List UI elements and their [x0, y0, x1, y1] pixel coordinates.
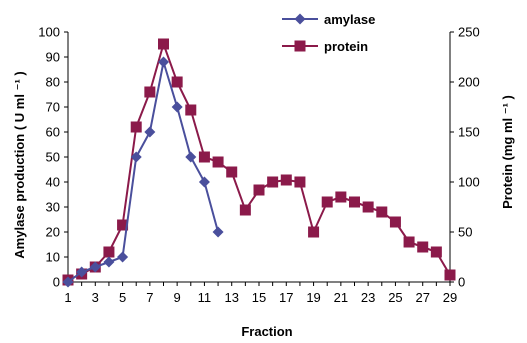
y-left-tick-label: 90 — [46, 50, 60, 65]
legend-marker-protein — [294, 40, 306, 52]
x-tick-label: 15 — [252, 290, 266, 305]
data-point-amylase — [89, 261, 101, 273]
y-left-tick-label: 80 — [46, 75, 60, 90]
data-point-protein — [239, 204, 251, 216]
x-tick-label: 25 — [388, 290, 402, 305]
data-point-amylase — [198, 176, 210, 188]
data-point-protein — [376, 206, 388, 218]
x-tick-label: 17 — [279, 290, 293, 305]
data-point-amylase — [212, 226, 224, 238]
y-left-tick-label: 40 — [46, 175, 60, 190]
legend-label-protein: protein — [324, 39, 368, 54]
x-tick-label: 19 — [306, 290, 320, 305]
series-line-protein — [67, 40, 451, 281]
y-right-tick-label: 250 — [458, 25, 480, 40]
data-point-protein — [253, 184, 265, 196]
data-point-protein — [198, 151, 210, 163]
y-left-tick-label: 10 — [46, 250, 60, 265]
data-point-protein — [144, 86, 156, 98]
data-point-protein — [403, 236, 415, 248]
y-left-tick-label: 100 — [38, 25, 60, 40]
x-tick-label: 9 — [174, 290, 181, 305]
x-tick-label: 27 — [415, 290, 429, 305]
data-point-protein — [417, 241, 429, 253]
data-point-amylase — [117, 251, 129, 263]
data-point-protein — [158, 38, 169, 50]
data-point-amylase — [144, 126, 156, 138]
y-left-tick-label: 20 — [46, 225, 60, 240]
data-point-protein — [185, 104, 197, 116]
data-point-protein — [430, 246, 442, 258]
x-tick-label: 1 — [64, 290, 71, 305]
data-point-protein — [294, 176, 306, 188]
data-point-amylase — [62, 276, 74, 288]
y-right-tick-label: 0 — [458, 275, 465, 290]
legend-label-amylase: amylase — [324, 12, 375, 27]
data-point-amylase — [171, 101, 183, 113]
x-tick-label: 5 — [119, 290, 126, 305]
data-point-protein — [444, 269, 456, 281]
data-point-protein — [389, 216, 401, 228]
x-tick-label: 23 — [361, 290, 375, 305]
x-axis-label: Fraction — [241, 324, 292, 339]
data-point-protein — [117, 219, 129, 231]
data-point-amylase — [130, 151, 142, 163]
data-point-amylase — [103, 256, 115, 268]
y-right-tick-label: 100 — [458, 175, 480, 190]
data-point-protein — [349, 196, 360, 208]
x-tick-label: 21 — [334, 290, 348, 305]
data-point-protein — [212, 156, 224, 168]
data-point-protein — [335, 191, 347, 203]
y-left-tick-label: 60 — [46, 125, 60, 140]
series-layer — [62, 38, 456, 288]
axes — [64, 31, 454, 286]
y-axis-left-label: Amylase production ( U ml ⁻¹ ) — [12, 71, 27, 258]
y-axis-right-label: Protein (mg ml ⁻¹ ) — [500, 95, 515, 209]
data-point-protein — [103, 246, 115, 258]
y-right-tick-label: 50 — [458, 225, 472, 240]
legend-marker-amylase — [294, 13, 306, 25]
series-line-amylase — [67, 61, 220, 283]
x-tick-label: 3 — [92, 290, 99, 305]
data-point-protein — [267, 176, 279, 188]
data-point-amylase — [185, 151, 197, 163]
x-tick-label: 29 — [443, 290, 457, 305]
y-left-tick-label: 30 — [46, 200, 60, 215]
data-point-protein — [308, 226, 320, 238]
data-point-protein — [280, 174, 292, 186]
data-point-amylase — [158, 56, 169, 68]
data-point-protein — [321, 196, 333, 208]
data-point-protein — [362, 201, 374, 213]
x-tick-label: 11 — [198, 290, 212, 305]
legend: amylase protein — [282, 12, 375, 54]
y-right-tick-label: 150 — [458, 125, 480, 140]
x-tick-label: 7 — [146, 290, 153, 305]
data-point-amylase — [76, 266, 88, 278]
data-point-protein — [130, 121, 142, 133]
x-tick-label: 13 — [224, 290, 238, 305]
y-left-tick-label: 0 — [53, 275, 60, 290]
y-left-tick-label: 50 — [46, 150, 60, 165]
data-point-protein — [171, 76, 183, 88]
y-left-tick-label: 70 — [46, 100, 60, 115]
data-point-protein — [226, 166, 238, 178]
y-right-tick-label: 200 — [458, 75, 480, 90]
